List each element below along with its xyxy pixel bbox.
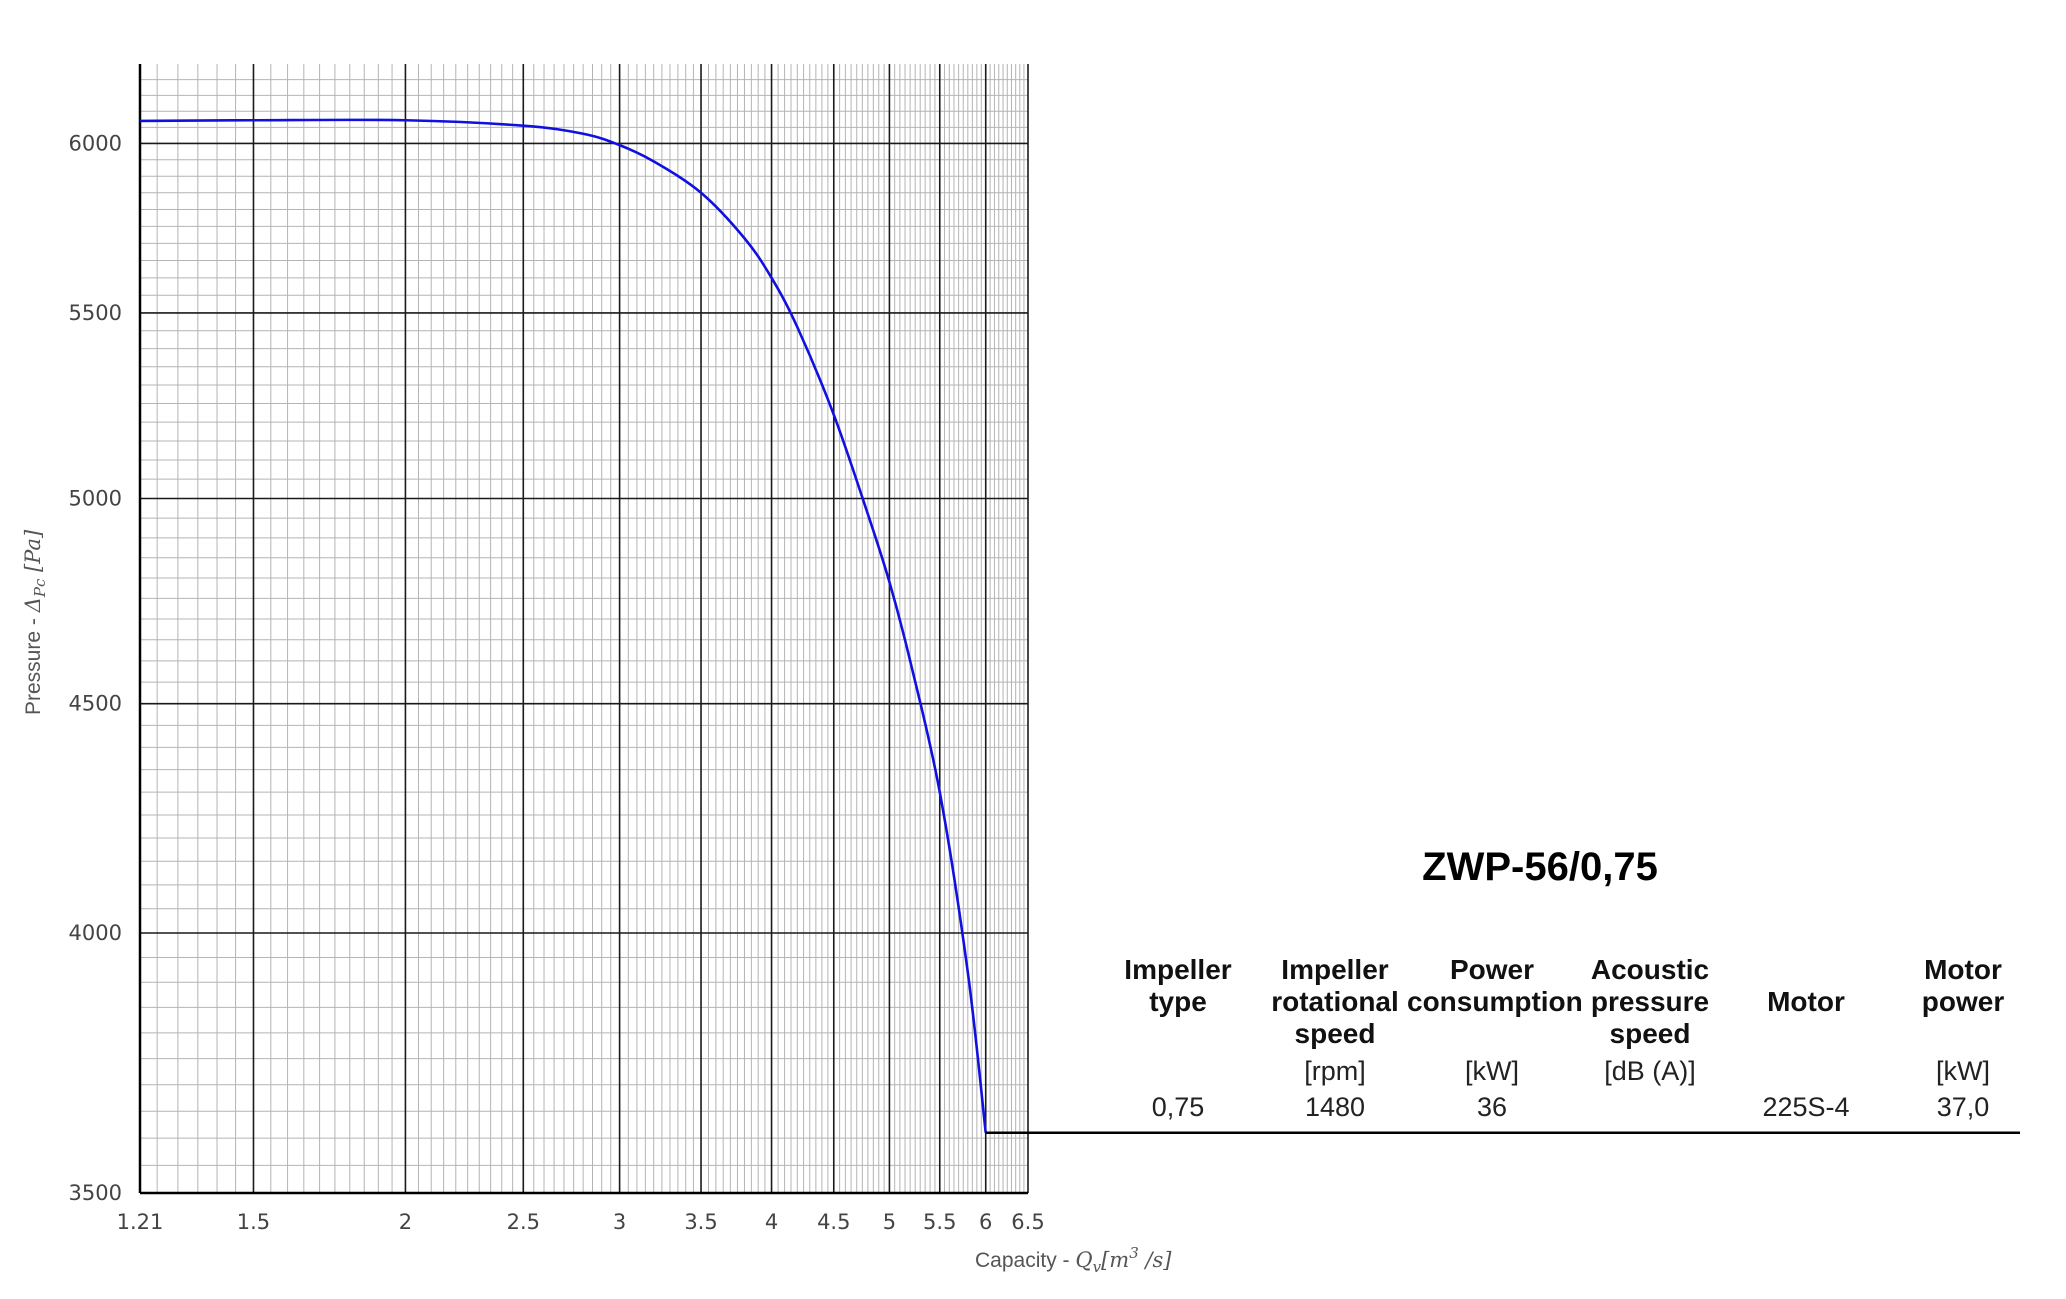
y-axis-title: Pressure - ΔPc [Pa] — [21, 529, 49, 715]
spec-value: 225S-4 — [1762, 1092, 1850, 1122]
x-tick-label: 1.5 — [237, 1210, 270, 1234]
spec-unit: [kW] — [1936, 1056, 1990, 1086]
x-tick-label: 1.21 — [117, 1210, 164, 1234]
minor-grid — [140, 64, 1028, 1193]
spec-header-line: Power — [1449, 954, 1535, 985]
y-tick-label: 4500 — [69, 692, 122, 716]
x-tick-label: 6.5 — [1011, 1210, 1044, 1234]
model-title: ZWP-56/0,75 — [1422, 845, 1658, 889]
spec-header-line: rotational — [1271, 986, 1399, 1017]
spec-value: 36 — [1476, 1092, 1508, 1122]
spec-header-line: consumption — [1407, 986, 1583, 1017]
x-tick-label: 2 — [399, 1210, 412, 1234]
x-tick-label: 3.5 — [684, 1210, 717, 1234]
spec-header-line: pressure — [1590, 986, 1710, 1017]
y-tick-label: 5000 — [69, 486, 122, 510]
y-tick-label: 6000 — [69, 131, 122, 155]
spec-header-line: Motor — [1924, 954, 2002, 985]
x-tick-label: 2.5 — [507, 1210, 540, 1234]
spec-value: 0,75 — [1151, 1092, 1205, 1122]
spec-header-line: Acoustic — [1590, 954, 1710, 985]
x-axis-title: Capacity - Qv[m3 /s] — [975, 1244, 1172, 1276]
spec-header-line: speed — [1294, 1018, 1376, 1049]
major-grid — [140, 64, 1029, 1193]
x-tick-label: 6 — [979, 1210, 992, 1234]
x-tick-label: 4 — [765, 1210, 778, 1234]
spec-header-line: power — [1921, 986, 2005, 1017]
spec-header-line: Impeller — [1124, 954, 1232, 985]
x-tick-label: 5.5 — [923, 1210, 956, 1234]
y-tick-label: 3500 — [69, 1181, 122, 1205]
tick-labels: 1.21 1.5 2 2.5 3 3.5 4 4.5 5 5.5 6 6.5 3500 4000 4500 5… — [69, 131, 1045, 1234]
y-tick-label: 4000 — [69, 921, 122, 945]
spec-header-line: type — [1149, 986, 1207, 1017]
x-tick-label: 3 — [613, 1210, 626, 1234]
x-tick-label: 5 — [883, 1210, 896, 1234]
spec-unit: [rpm] — [1304, 1056, 1366, 1086]
pressure-curve-line — [139, 118, 988, 1133]
x-tick-label: 4.5 — [817, 1210, 850, 1234]
spec-header-line: Impeller — [1281, 954, 1389, 985]
spec-value: 1480 — [1304, 1092, 1366, 1122]
series-layer — [139, 118, 988, 1133]
spec-unit: [kW] — [1465, 1056, 1519, 1086]
axes — [138, 64, 1028, 1195]
spec-header-line: speed — [1609, 1018, 1691, 1049]
spec-unit: [dB (A)] — [1604, 1056, 1696, 1086]
y-tick-label: 5500 — [69, 301, 122, 325]
spec-value: 37,0 — [1936, 1092, 1990, 1122]
spec-header-line: Motor — [1767, 986, 1845, 1017]
